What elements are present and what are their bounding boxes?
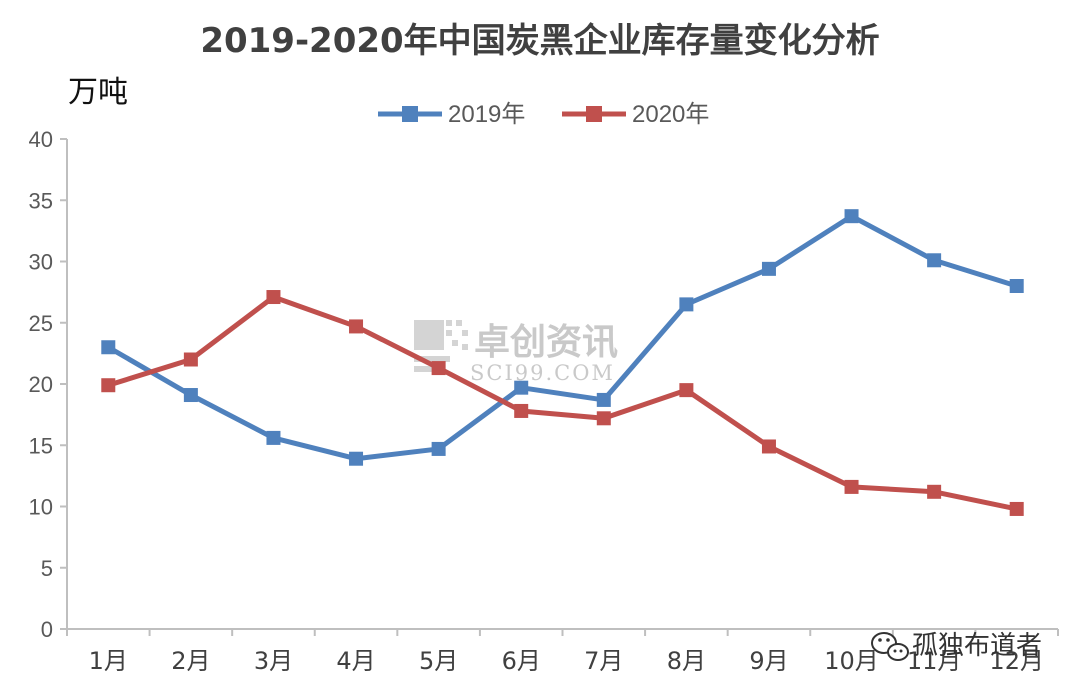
wechat-icon [871, 632, 909, 661]
data-point [927, 253, 942, 268]
watermark: 卓创资讯 SCI99.COM [414, 320, 618, 385]
y-tick-label: 30 [29, 250, 53, 275]
data-point [266, 430, 281, 445]
x-tick-label: 12月 [989, 647, 1044, 675]
watermark-logo-icon [414, 320, 468, 372]
x-tick-label: 7月 [584, 647, 623, 675]
series-line [107, 213, 1018, 462]
y-tick-label: 5 [41, 556, 53, 581]
x-tick-label: 9月 [749, 647, 788, 675]
data-point [101, 378, 116, 393]
watermark-text-en: SCI99.COM [470, 361, 615, 385]
data-point [1009, 501, 1024, 516]
data-point [596, 392, 611, 407]
data-point [266, 290, 281, 305]
y-axis-unit: 万吨 [68, 75, 128, 110]
data-point [844, 479, 859, 494]
legend-label-2019: 2019年 [448, 101, 525, 128]
data-point [1009, 279, 1024, 293]
x-tick-label: 10月 [824, 647, 879, 675]
data-point [431, 361, 446, 376]
y-tick-label: 35 [29, 188, 53, 213]
x-tick-label: 4月 [336, 647, 375, 675]
data-point [761, 439, 776, 454]
y-tick-label: 20 [29, 372, 53, 397]
chart-title: 2019-2020年中国炭黑企业库存量变化分析 [200, 21, 879, 61]
x-axis-ticks: 1月 2月 3月 4月 5月 6月 7月 8月 9月 10月 11月 12月 [66, 629, 1059, 675]
data-point [927, 484, 942, 499]
series-line [107, 294, 1018, 512]
data-point [183, 388, 198, 403]
y-axis-ticks: 0 5 10 15 20 25 30 35 40 [29, 127, 67, 642]
legend: 2019年 2020年 [378, 101, 709, 128]
data-point [101, 340, 116, 355]
legend-item-2019: 2019年 [378, 101, 525, 128]
data-point [183, 352, 198, 367]
x-tick-label: 2月 [171, 647, 210, 675]
y-tick-label: 40 [29, 127, 53, 152]
signature: 孤独布道者 [871, 631, 1042, 661]
data-point [514, 403, 529, 418]
data-point [349, 451, 364, 466]
series-1 [101, 290, 1024, 516]
data-point [596, 411, 611, 426]
x-tick-label: 1月 [89, 647, 128, 675]
x-tick-label: 8月 [667, 647, 706, 675]
data-point [679, 297, 694, 312]
legend-marker-2019 [402, 106, 418, 122]
y-tick-label: 10 [29, 495, 53, 520]
data-point [761, 261, 776, 276]
data-point [349, 319, 364, 334]
series-layer [101, 209, 1024, 516]
series-0 [101, 209, 1024, 466]
signature-text: 孤独布道者 [912, 631, 1042, 661]
data-point [679, 383, 694, 398]
x-tick-label: 11月 [907, 647, 962, 675]
x-tick-label: 3月 [254, 647, 293, 675]
legend-label-2020: 2020年 [632, 101, 709, 128]
data-point [514, 380, 529, 395]
x-tick-label: 5月 [419, 647, 458, 675]
y-tick-label: 25 [29, 311, 53, 336]
data-point [844, 209, 859, 224]
legend-item-2020: 2020年 [562, 101, 709, 128]
watermark-text-cn: 卓创资讯 [474, 322, 618, 363]
x-tick-label: 6月 [502, 647, 541, 675]
data-point [431, 441, 446, 456]
legend-marker-2020 [586, 106, 602, 122]
y-tick-label: 15 [29, 433, 53, 458]
y-tick-label: 0 [41, 617, 53, 642]
